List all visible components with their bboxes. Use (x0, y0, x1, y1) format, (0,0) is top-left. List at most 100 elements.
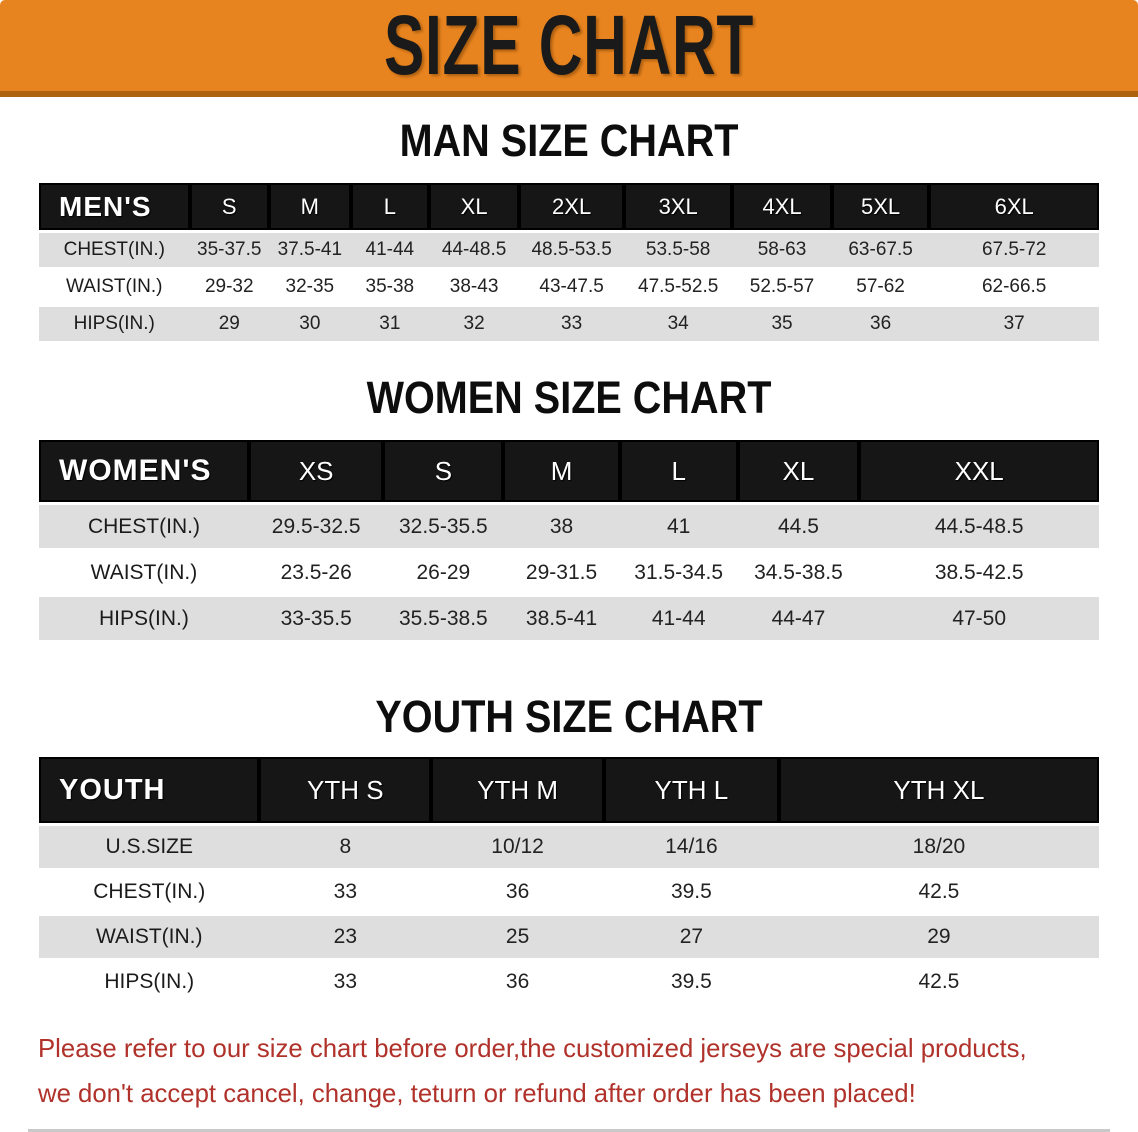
youth-table-corner-label: YOUTH (39, 757, 260, 823)
size-value-cell: 36 (831, 307, 930, 341)
size-value-cell: 57-62 (831, 270, 930, 304)
size-value-cell: 25 (431, 916, 604, 958)
row-label: U.S.SIZE (39, 826, 260, 868)
size-value-cell: 42.5 (778, 961, 1099, 1003)
women-size-column-header: L (619, 440, 738, 502)
banner-title: SIZE CHART (383, 0, 755, 92)
men-table-row: HIPS(IN.) 29 30 31 32 33 34 35 36 37 (39, 307, 1099, 341)
men-size-table: MEN'S S M L XL 2XL 3XL 4XL 5XL 6XL CHEST(IN.) 35-37… (39, 180, 1099, 344)
men-size-column-header: M (269, 183, 351, 230)
women-table-header-row: WOMEN'S XS S M L XL XXL (39, 440, 1099, 502)
size-value-cell: 63-67.5 (831, 233, 930, 267)
bottom-edge-strip (28, 1129, 1110, 1132)
size-value-cell: 62-66.5 (929, 270, 1099, 304)
size-value-cell: 41-44 (350, 233, 430, 267)
disclaimer-line-2: we don't accept cancel, change, teturn o… (38, 1078, 916, 1108)
size-value-cell: 29 (189, 307, 270, 341)
men-table-header-row: MEN'S S M L XL 2XL 3XL 4XL 5XL 6XL (39, 183, 1099, 230)
size-value-cell: 32.5-35.5 (383, 505, 504, 548)
men-size-column-header: 6XL (929, 183, 1099, 230)
row-label: CHEST(IN.) (39, 233, 190, 267)
size-value-cell: 33 (259, 961, 432, 1003)
row-label: WAIST(IN.) (39, 551, 249, 594)
size-value-cell: 34 (624, 307, 733, 341)
size-value-cell: 32 (429, 307, 520, 341)
women-size-column-header: XL (737, 440, 860, 502)
size-value-cell: 33 (519, 307, 625, 341)
size-chart-banner: SIZE CHART (0, 0, 1138, 97)
size-value-cell: 31 (350, 307, 430, 341)
size-value-cell: 38.5-41 (503, 597, 620, 640)
size-value-cell: 41 (619, 505, 738, 548)
women-size-table: WOMEN'S XS S M L XL XXL CHEST(IN.) 29.5-32.5 32.5… (39, 437, 1099, 643)
size-value-cell: 38 (503, 505, 620, 548)
size-value-cell: 48.5-53.5 (519, 233, 625, 267)
disclaimer-line-1: Please refer to our size chart before or… (38, 1033, 1027, 1063)
youth-size-column-header: YTH M (431, 757, 604, 823)
row-label: CHEST(IN.) (39, 871, 260, 913)
men-section-heading: MAN SIZE CHART (399, 115, 739, 166)
youth-size-column-header: YTH L (603, 757, 779, 823)
women-table-row: HIPS(IN.) 33-35.5 35.5-38.5 38.5-41 41-44 44-… (39, 597, 1099, 640)
men-size-column-header: 2XL (519, 183, 625, 230)
size-value-cell: 53.5-58 (624, 233, 733, 267)
size-value-cell: 35.5-38.5 (383, 597, 504, 640)
size-value-cell: 67.5-72 (929, 233, 1099, 267)
youth-table-row: WAIST(IN.) 23 25 27 29 (39, 916, 1099, 958)
youth-size-table: YOUTH YTH S YTH M YTH L YTH XL U.S.SIZE 8 10/12… (39, 754, 1099, 1006)
size-value-cell: 36 (431, 961, 604, 1003)
size-value-cell: 23.5-26 (248, 551, 384, 594)
women-table-row: CHEST(IN.) 29.5-32.5 32.5-35.5 38 41 44.5 44.5… (39, 505, 1099, 548)
women-size-section: WOMEN SIZE CHART WOMEN'S XS S M L XL XXL CHEST(I… (0, 370, 1138, 643)
size-value-cell: 35-37.5 (189, 233, 270, 267)
size-value-cell: 38.5-42.5 (859, 551, 1099, 594)
size-value-cell: 37 (929, 307, 1099, 341)
men-size-column-header: 4XL (732, 183, 832, 230)
women-table-row: WAIST(IN.) 23.5-26 26-29 29-31.5 31.5-34.5 34… (39, 551, 1099, 594)
size-value-cell: 30 (269, 307, 351, 341)
size-value-cell: 32-35 (269, 270, 351, 304)
size-value-cell: 44-47 (737, 597, 860, 640)
youth-size-column-header: YTH XL (778, 757, 1099, 823)
youth-table-header-row: YOUTH YTH S YTH M YTH L YTH XL (39, 757, 1099, 823)
size-value-cell: 52.5-57 (732, 270, 832, 304)
disclaimer: Please refer to our size chart before or… (38, 1026, 1100, 1116)
size-value-cell: 36 (431, 871, 604, 913)
men-size-column-header: 5XL (831, 183, 930, 230)
row-label: HIPS(IN.) (39, 307, 190, 341)
size-value-cell: 43-47.5 (519, 270, 625, 304)
women-size-column-header: XS (248, 440, 384, 502)
youth-size-section: YOUTH SIZE CHART YOUTH YTH S YTH M YTH L YTH … (0, 689, 1138, 1006)
men-table-row: WAIST(IN.) 29-32 32-35 35-38 38-43 43-47.5 47.… (39, 270, 1099, 304)
men-size-column-header: L (350, 183, 430, 230)
size-value-cell: 26-29 (383, 551, 504, 594)
size-value-cell: 38-43 (429, 270, 520, 304)
size-value-cell: 39.5 (603, 871, 779, 913)
men-size-column-header: 3XL (624, 183, 733, 230)
size-value-cell: 29-32 (189, 270, 270, 304)
size-value-cell: 44-48.5 (429, 233, 520, 267)
women-size-column-header: XXL (859, 440, 1099, 502)
size-value-cell: 44.5 (737, 505, 860, 548)
size-value-cell: 14/16 (603, 826, 779, 868)
size-value-cell: 41-44 (619, 597, 738, 640)
women-size-column-header: M (503, 440, 620, 502)
women-table-corner-label: WOMEN'S (39, 440, 249, 502)
size-value-cell: 29 (778, 916, 1099, 958)
youth-table-row: HIPS(IN.) 33 36 39.5 42.5 (39, 961, 1099, 1003)
row-label: WAIST(IN.) (39, 916, 260, 958)
size-value-cell: 29.5-32.5 (248, 505, 384, 548)
row-label: CHEST(IN.) (39, 505, 249, 548)
size-value-cell: 33-35.5 (248, 597, 384, 640)
size-sections-container: MAN SIZE CHART MEN'S S M L XL 2XL 3XL 4XL 5XL 6XL C… (0, 113, 1138, 1006)
size-value-cell: 44.5-48.5 (859, 505, 1099, 548)
size-value-cell: 35 (732, 307, 832, 341)
row-label: HIPS(IN.) (39, 597, 249, 640)
row-label: HIPS(IN.) (39, 961, 260, 1003)
men-table-row: CHEST(IN.) 35-37.5 37.5-41 41-44 44-48.5 48.5… (39, 233, 1099, 267)
size-value-cell: 23 (259, 916, 432, 958)
men-size-section: MAN SIZE CHART MEN'S S M L XL 2XL 3XL 4XL 5XL 6XL C… (0, 113, 1138, 344)
size-value-cell: 42.5 (778, 871, 1099, 913)
size-value-cell: 39.5 (603, 961, 779, 1003)
youth-table-row: U.S.SIZE 8 10/12 14/16 18/20 (39, 826, 1099, 868)
